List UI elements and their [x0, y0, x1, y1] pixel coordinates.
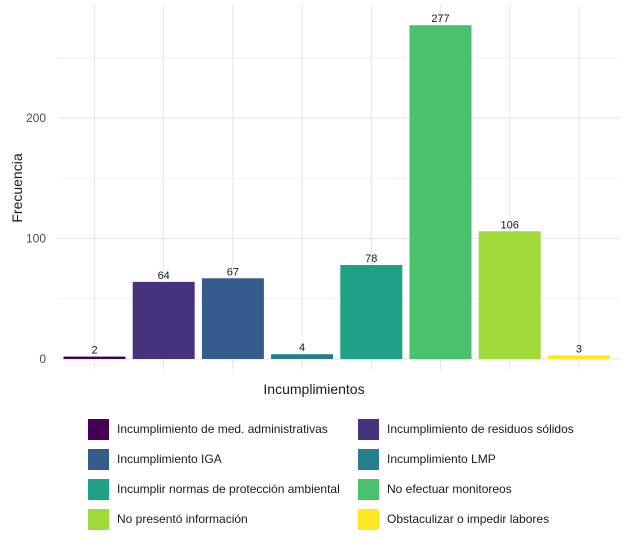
data-label: 277	[431, 13, 449, 25]
y-axis-ticks: 0 100 200	[26, 111, 46, 366]
legend-item: Incumplimiento de med. administrativas	[88, 418, 328, 440]
legend-item: No efectuar monitoreos	[358, 478, 512, 500]
data-label: 4	[299, 342, 305, 354]
bar	[271, 354, 334, 359]
bar	[478, 231, 541, 359]
legend-item: Incumplimiento de residuos sólidos	[358, 418, 574, 440]
y-tick-label: 200	[26, 111, 46, 125]
data-label: 106	[501, 219, 519, 231]
legend-label: Incumplimiento LMP	[387, 452, 496, 466]
bar	[201, 278, 264, 359]
legend-label: No efectuar monitoreos	[387, 482, 512, 496]
data-labels: 2 64 67 4 78 277 106 3	[91, 13, 582, 356]
data-label: 3	[576, 343, 582, 355]
data-label: 64	[158, 270, 170, 282]
legend-item: Incumplimiento LMP	[358, 448, 496, 470]
legend-swatch	[358, 508, 379, 530]
bar	[132, 281, 195, 359]
legend-label: Incumplimiento de med. administrativas	[117, 422, 328, 436]
data-label: 2	[91, 345, 97, 357]
legend-item: Obstaculizar o impedir labores	[358, 508, 549, 530]
data-label: 78	[365, 253, 377, 265]
legend-swatch	[88, 448, 109, 470]
bar	[547, 355, 610, 359]
legend-swatch	[358, 478, 379, 500]
legend-swatch	[88, 478, 109, 500]
legend-swatch	[88, 508, 109, 530]
legend-item: Incumplimiento IGA	[88, 448, 222, 470]
legend-label: Incumplimiento de residuos sólidos	[387, 422, 574, 436]
legend-swatch	[358, 448, 379, 470]
y-tick-label: 100	[26, 232, 46, 246]
x-axis-title: Incumplimientos	[263, 381, 365, 397]
data-label: 67	[227, 266, 239, 278]
y-axis-title: Frecuencia	[9, 153, 25, 223]
bars	[63, 25, 610, 360]
bar	[63, 356, 126, 359]
legend-label: Obstaculizar o impedir labores	[387, 512, 550, 526]
legend-item: Incumplir normas de protección ambiental	[88, 478, 340, 500]
bar	[409, 25, 472, 360]
y-tick-label: 0	[39, 352, 46, 366]
legend-label: No presentó información	[117, 512, 248, 526]
legend-swatch	[88, 418, 109, 440]
legend-swatch	[358, 418, 379, 440]
legend-label: Incumplir normas de protección ambiental	[117, 482, 340, 496]
legend-item: No presentó información	[88, 508, 248, 530]
bar	[340, 265, 403, 359]
legend-label: Incumplimiento IGA	[117, 452, 222, 466]
